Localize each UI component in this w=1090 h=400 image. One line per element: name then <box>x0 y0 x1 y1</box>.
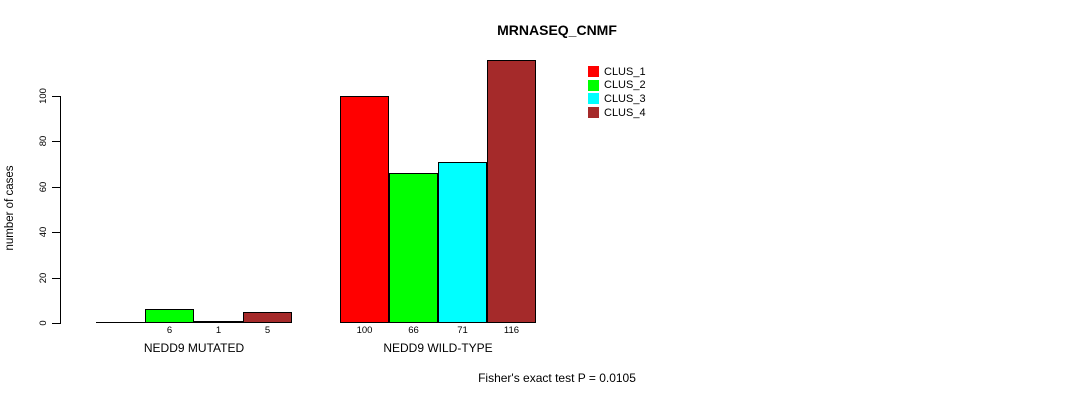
bar-value-label: 100 <box>356 325 373 336</box>
bar-clus_4-group2 <box>487 59 536 323</box>
bar-clus_1-group1 <box>96 322 145 323</box>
legend-swatch-clus_1 <box>588 66 599 77</box>
bar-clus_3-group1 <box>194 320 243 323</box>
x-category-label: NEDD9 WILD-TYPE <box>383 341 493 355</box>
legend-swatch-clus_2 <box>588 79 599 91</box>
legend-label-clus_2: CLUS_2 <box>604 79 646 92</box>
y-tick-label: 80 <box>38 136 49 147</box>
y-tick-label: 40 <box>38 226 49 238</box>
chart-title: MRNASEQ_CNMF <box>497 22 617 38</box>
y-tick-label: 0 <box>38 320 49 326</box>
y-axis-tick <box>52 141 60 143</box>
y-axis-line <box>60 96 61 324</box>
bar-value-label: 6 <box>166 325 173 336</box>
bar-value-label: 71 <box>457 325 468 336</box>
bar-clus_3-group2 <box>438 161 487 323</box>
legend-swatch-clus_3 <box>588 93 599 105</box>
bar-clus_2-group1 <box>145 309 194 323</box>
y-axis-tick <box>52 323 60 324</box>
bar-clus_4-group1 <box>243 311 292 323</box>
y-axis-tick <box>52 277 60 279</box>
bar-value-label: 5 <box>264 325 271 336</box>
y-tick-label: 20 <box>38 272 49 283</box>
bar-value-label: 66 <box>408 325 419 336</box>
y-axis-title: number of cases <box>4 165 16 251</box>
y-tick-label: 60 <box>38 181 49 193</box>
bar-value-label: 116 <box>503 325 520 336</box>
bar-clus_2-group2 <box>389 173 438 323</box>
y-tick-label: 100 <box>38 88 49 104</box>
x-category-label: NEDD9 MUTATED <box>143 341 245 355</box>
legend-label-clus_1: CLUS_1 <box>604 65 646 78</box>
y-axis-tick <box>52 232 60 234</box>
y-axis-tick <box>52 96 60 97</box>
legend-label-clus_4: CLUS_4 <box>604 106 646 119</box>
bar-value-label: 1 <box>215 325 222 336</box>
annotation-text: Fisher's exact test P = 0.0105 <box>478 371 636 385</box>
bar-clus_1-group2 <box>340 96 389 323</box>
legend-label-clus_3: CLUS_3 <box>604 92 646 105</box>
y-axis-tick <box>52 186 60 188</box>
legend-swatch-clus_4 <box>588 107 599 119</box>
